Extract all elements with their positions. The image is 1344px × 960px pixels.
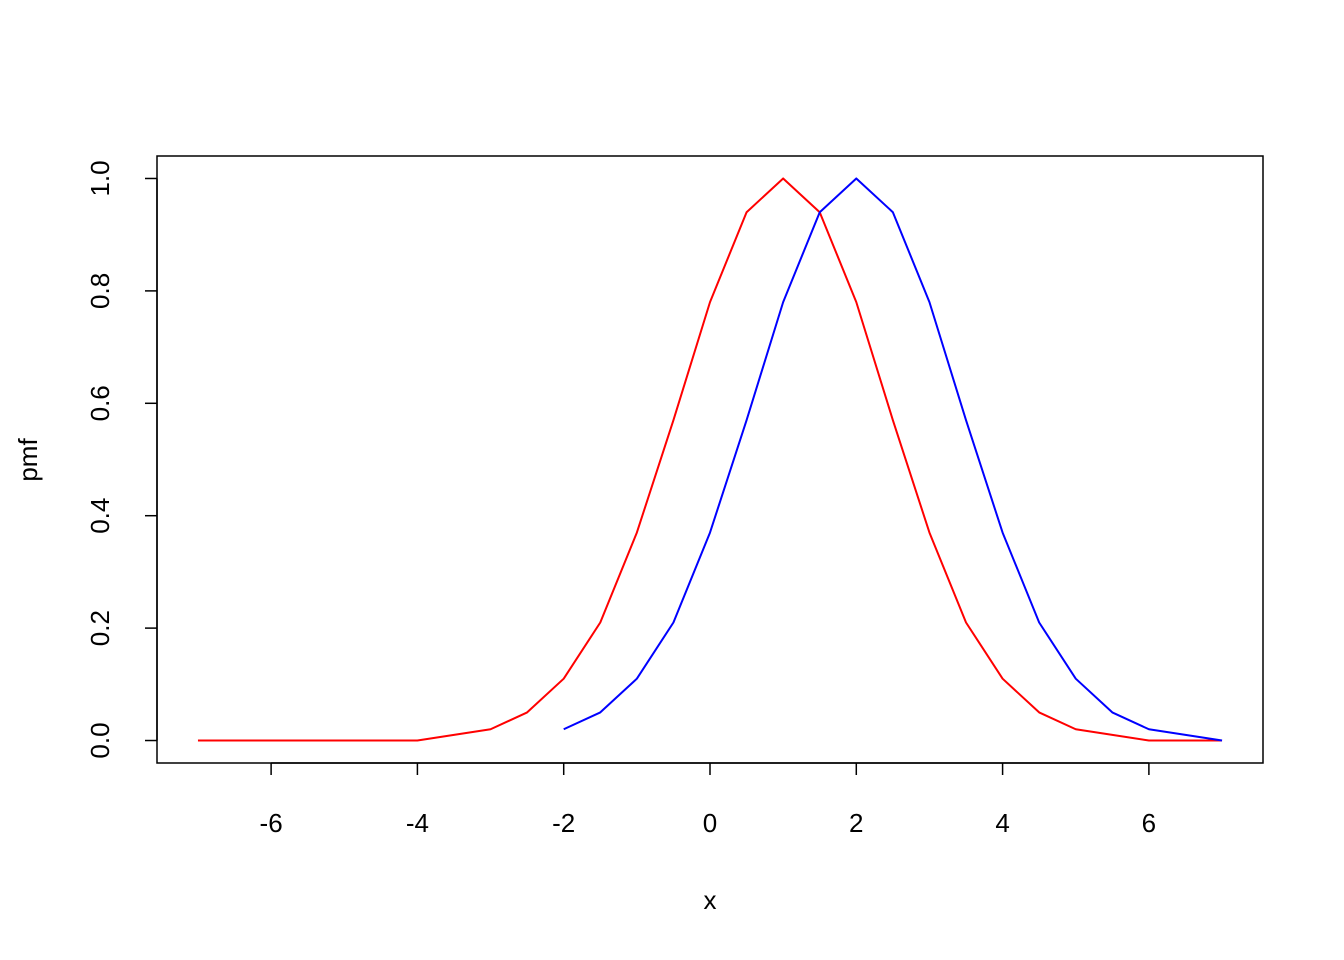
- x-tick-label: 0: [703, 808, 717, 838]
- y-tick-label: 1.0: [85, 160, 115, 196]
- x-axis-title: x: [704, 885, 717, 915]
- y-tick-label: 0.6: [85, 385, 115, 421]
- series-line: [197, 177, 1223, 742]
- x-tick-label: 2: [849, 808, 863, 838]
- x-tick-label: 4: [995, 808, 1009, 838]
- y-axis-title: pmf: [13, 438, 43, 482]
- y-tick-label: 0.2: [85, 610, 115, 646]
- y-tick-label: 0.0: [85, 722, 115, 758]
- x-tick-label: -4: [406, 808, 429, 838]
- y-tick-label: 0.4: [85, 498, 115, 534]
- x-tick-label: -6: [260, 808, 283, 838]
- y-tick-label: 0.8: [85, 273, 115, 309]
- x-tick-label: -2: [552, 808, 575, 838]
- plot-box: [156, 155, 1264, 764]
- x-tick-label: 6: [1142, 808, 1156, 838]
- series-line: [563, 177, 1223, 742]
